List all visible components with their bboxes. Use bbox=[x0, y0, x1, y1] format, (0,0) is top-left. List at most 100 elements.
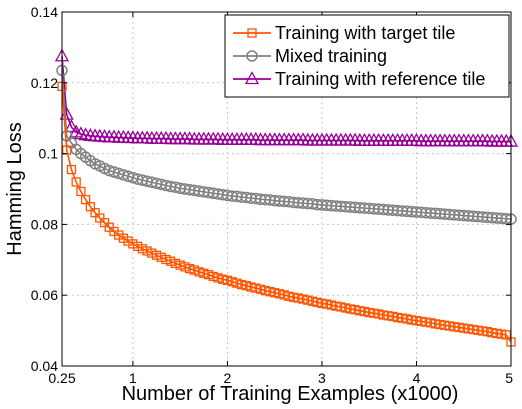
data-point bbox=[80, 194, 91, 205]
data-point bbox=[463, 324, 474, 334]
data-point bbox=[274, 289, 285, 299]
series-circle bbox=[56, 64, 517, 225]
series-triangle bbox=[54, 48, 519, 147]
legend-marker bbox=[246, 50, 258, 62]
y-tick-label: 0.12 bbox=[31, 75, 58, 91]
y-axis-label: Hamming Loss bbox=[4, 122, 26, 255]
data-point bbox=[184, 263, 195, 274]
data-point bbox=[90, 208, 100, 218]
data-point bbox=[227, 277, 237, 287]
data-point bbox=[312, 297, 322, 307]
x-tick-label: 4 bbox=[413, 370, 421, 386]
data-point bbox=[307, 296, 318, 306]
data-point bbox=[397, 313, 407, 323]
data-point bbox=[444, 321, 455, 331]
data-point bbox=[151, 250, 162, 260]
data-point bbox=[459, 323, 469, 333]
data-point bbox=[492, 328, 502, 339]
data-point bbox=[487, 328, 497, 338]
data-point bbox=[279, 290, 289, 300]
data-point bbox=[189, 265, 199, 275]
data-point bbox=[118, 233, 129, 243]
legend-box bbox=[224, 14, 510, 98]
data-point bbox=[440, 320, 450, 330]
legend-marker bbox=[244, 71, 260, 85]
data-point bbox=[208, 271, 218, 282]
x-tick-label: 1 bbox=[129, 370, 137, 386]
data-point bbox=[383, 311, 393, 321]
data-point bbox=[340, 303, 351, 313]
data-point bbox=[477, 326, 488, 336]
data-point bbox=[468, 324, 478, 335]
series-layer bbox=[54, 48, 519, 347]
data-point bbox=[392, 312, 403, 323]
data-point bbox=[71, 177, 81, 187]
data-point bbox=[402, 314, 412, 324]
data-point bbox=[180, 262, 190, 272]
data-point bbox=[114, 230, 124, 240]
data-point bbox=[203, 270, 214, 280]
data-point bbox=[284, 291, 294, 301]
data-point bbox=[416, 316, 426, 327]
x-tick-label: 0.25 bbox=[48, 370, 75, 386]
data-point bbox=[147, 248, 157, 258]
data-point bbox=[132, 241, 143, 251]
data-point bbox=[501, 330, 511, 340]
data-point bbox=[421, 317, 431, 327]
series-square bbox=[57, 81, 516, 347]
data-point bbox=[236, 279, 247, 290]
ticks: 0.25 1 2 3 4 5 0.04 0.06 0.08 0.1 0.12 0.14 bbox=[31, 4, 513, 386]
data-point bbox=[251, 283, 261, 293]
legend-entry-reference: Training with reference tile bbox=[275, 69, 485, 89]
data-point bbox=[326, 300, 337, 310]
data-point bbox=[194, 267, 204, 277]
x-tick-label: 3 bbox=[318, 370, 326, 386]
data-point bbox=[246, 282, 256, 292]
data-point bbox=[293, 293, 303, 303]
legend-marks bbox=[233, 28, 271, 85]
data-point bbox=[64, 119, 79, 133]
data-point bbox=[241, 280, 251, 291]
data-point bbox=[355, 306, 365, 316]
x-axis-label: Number of Training Examples (x1000) bbox=[122, 383, 459, 405]
data-point bbox=[265, 287, 275, 297]
y-tick-label: 0.14 bbox=[31, 4, 58, 20]
legend: Training with target tile Mixed training… bbox=[224, 14, 510, 98]
data-point bbox=[350, 305, 360, 315]
data-point bbox=[359, 306, 370, 317]
data-point bbox=[175, 260, 185, 270]
data-point bbox=[482, 327, 493, 337]
plot-frame bbox=[61, 11, 512, 367]
data-point bbox=[454, 322, 464, 333]
data-point bbox=[303, 295, 313, 305]
data-point bbox=[166, 256, 176, 266]
data-point bbox=[449, 322, 459, 332]
data-point bbox=[255, 284, 266, 294]
data-point bbox=[435, 319, 445, 330]
data-point bbox=[317, 298, 327, 308]
data-point bbox=[430, 319, 441, 329]
data-point bbox=[336, 302, 346, 312]
data-point bbox=[76, 186, 86, 197]
data-point bbox=[78, 127, 93, 141]
data-point bbox=[411, 316, 422, 326]
data-point bbox=[374, 309, 384, 319]
data-point bbox=[260, 285, 270, 296]
y-tick-label: 0.04 bbox=[31, 358, 58, 374]
data-point bbox=[170, 258, 181, 268]
data-point bbox=[142, 246, 152, 256]
data-point bbox=[496, 329, 507, 339]
data-point bbox=[218, 274, 228, 284]
x-tick-label: 5 bbox=[505, 370, 513, 386]
legend-entry-target: Training with target tile bbox=[275, 23, 455, 43]
data-point bbox=[331, 301, 341, 311]
y-tick-label: 0.08 bbox=[31, 216, 58, 232]
data-point bbox=[298, 294, 308, 304]
data-point bbox=[407, 315, 417, 325]
data-point bbox=[137, 244, 147, 254]
data-point bbox=[270, 288, 280, 298]
data-point bbox=[85, 202, 96, 212]
x-tick-label: 2 bbox=[224, 370, 232, 386]
